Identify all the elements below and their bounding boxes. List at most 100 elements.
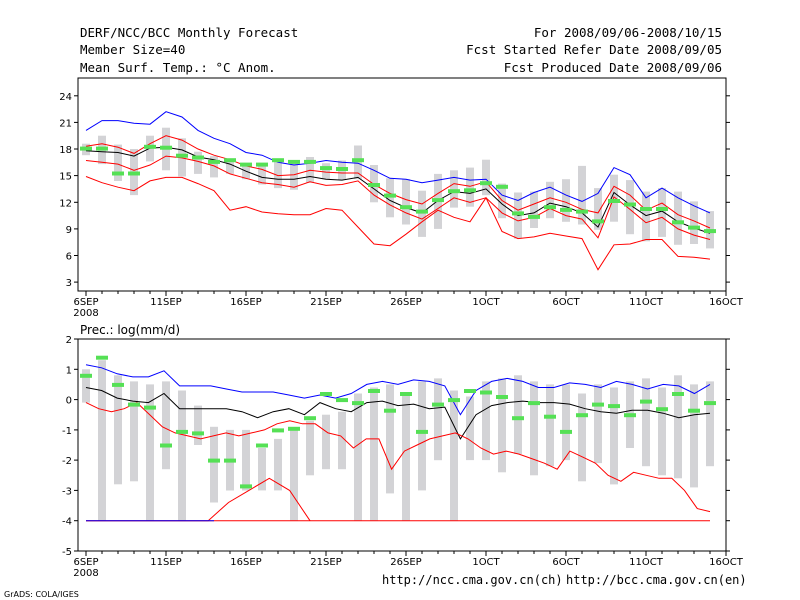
- observed-marker: [624, 413, 636, 418]
- observed-marker: [256, 162, 268, 167]
- observed-marker: [176, 429, 188, 434]
- observed-marker: [464, 188, 476, 193]
- ncc-link[interactable]: http://ncc.cma.gov.cn(ch): [382, 573, 563, 587]
- observed-marker: [368, 183, 380, 187]
- spread-box: [610, 387, 618, 485]
- observed-marker: [432, 198, 444, 203]
- x-tick-sublabel: 2008: [73, 308, 98, 319]
- y-tick-label: 21: [59, 118, 72, 129]
- spread-box: [210, 426, 218, 503]
- observed-marker: [384, 408, 396, 413]
- y-tick-label: 9: [66, 225, 72, 236]
- spread-box: [450, 390, 458, 521]
- spread-box: [578, 165, 586, 225]
- x-tick-label: 6OCT: [552, 557, 580, 568]
- spread-box: [354, 145, 362, 180]
- x-tick-label: 11SEP: [150, 297, 181, 308]
- y-tick-label: -4: [62, 517, 72, 528]
- observed-marker: [128, 402, 140, 407]
- chart-title: DERF/NCC/BCC Monthly Forecast: [80, 25, 299, 40]
- spread-box: [402, 393, 410, 521]
- spread-box: [114, 375, 122, 485]
- spread-box: [370, 387, 378, 521]
- spread-box: [322, 414, 330, 470]
- observed-marker: [544, 414, 556, 419]
- y-tick-label: 18: [59, 145, 72, 156]
- observed-marker: [560, 207, 572, 212]
- spread-box: [354, 393, 362, 521]
- forecast-period: For 2008/09/06-2008/10/15: [533, 25, 722, 40]
- spread-box: [690, 384, 698, 488]
- series-line-mean: [85, 387, 711, 440]
- observed-marker: [112, 382, 124, 387]
- spread-box: [594, 188, 602, 230]
- observed-marker: [576, 209, 588, 214]
- spread-box: [674, 375, 682, 479]
- observed-marker: [208, 458, 220, 463]
- observed-marker: [320, 166, 332, 171]
- observed-marker: [272, 158, 284, 163]
- observed-marker: [496, 184, 508, 189]
- y-tick-label: 3: [66, 278, 72, 289]
- y-tick-label: 2: [66, 335, 72, 346]
- spread-box: [626, 180, 634, 235]
- observed-marker: [656, 407, 668, 412]
- spread-box: [546, 384, 554, 467]
- observed-marker: [320, 392, 332, 396]
- observed-marker: [688, 225, 700, 230]
- observed-marker: [624, 202, 636, 207]
- observed-marker: [208, 159, 220, 164]
- observed-marker: [576, 413, 588, 418]
- spread-box: [322, 163, 330, 180]
- spread-box: [482, 159, 490, 196]
- spread-box: [642, 378, 650, 467]
- observed-marker: [112, 171, 124, 176]
- observed-marker: [592, 219, 604, 224]
- produced-date: Fcst Produced Date 2008/09/06: [503, 60, 722, 75]
- spread-box: [242, 429, 250, 491]
- spread-box: [402, 179, 410, 225]
- y-tick-label: -3: [62, 486, 72, 497]
- spread-box: [674, 191, 682, 245]
- observed-marker: [96, 355, 108, 360]
- observed-marker: [480, 390, 492, 395]
- x-tick-label: 26SEP: [390, 297, 421, 308]
- spread-box: [514, 375, 522, 454]
- spread-box: [210, 156, 218, 178]
- spread-box: [546, 181, 554, 219]
- observed-marker: [80, 146, 92, 151]
- observed-marker: [704, 401, 716, 406]
- spread-box: [386, 178, 394, 218]
- observed-marker: [528, 214, 540, 219]
- observed-marker: [144, 144, 156, 149]
- observed-marker: [336, 398, 348, 403]
- x-tick-label: 1OCT: [472, 297, 500, 308]
- x-tick-label: 16OCT: [709, 557, 744, 568]
- x-tick-label: 6OCT: [552, 297, 580, 308]
- bcc-link[interactable]: http://bcc.cma.gov.cn(en): [566, 573, 747, 587]
- spread-box: [530, 191, 538, 228]
- observed-marker: [672, 220, 684, 225]
- observed-marker: [544, 205, 556, 210]
- spread-box: [98, 360, 106, 521]
- observed-marker: [336, 167, 348, 171]
- spread-box: [82, 369, 90, 403]
- spread-box: [146, 384, 154, 521]
- y-tick-label: -2: [62, 456, 72, 467]
- spread-box: [114, 144, 122, 181]
- observed-marker: [432, 402, 444, 407]
- y-tick-label: 12: [59, 198, 72, 209]
- y-tick-label: 0: [66, 396, 72, 407]
- observed-marker: [288, 159, 300, 164]
- x-tick-label: 26SEP: [390, 557, 421, 568]
- series-line-mean: [85, 146, 711, 234]
- y-tick-label: 24: [59, 92, 72, 103]
- plot-frame: [77, 77, 727, 292]
- spread-box: [562, 384, 570, 461]
- spread-box: [642, 191, 650, 242]
- observed-marker: [480, 181, 492, 186]
- spread-box: [130, 381, 138, 482]
- series-line-lower: [85, 176, 711, 271]
- x-tick-label: 16SEP: [230, 557, 261, 568]
